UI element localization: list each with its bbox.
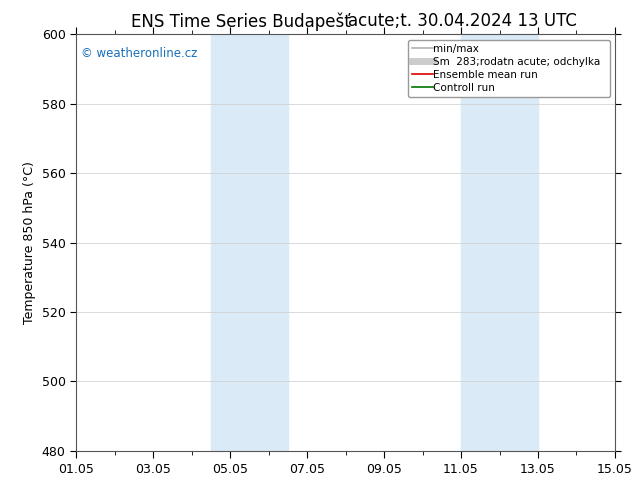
Y-axis label: Temperature 850 hPa (°C): Temperature 850 hPa (°C) [23,161,36,324]
Text: ENS Time Series Budapešť: ENS Time Series Budapešť [131,12,351,31]
Bar [461,34,538,451]
Legend: min/max, Sm  283;rodatn acute; odchylka, Ensemble mean run, Controll run: min/max, Sm 283;rodatn acute; odchylka, … [408,40,610,97]
Text: acute;t. 30.04.2024 13 UTC: acute;t. 30.04.2024 13 UTC [348,12,578,30]
Bar [210,34,288,451]
Text: © weatheronline.cz: © weatheronline.cz [81,47,198,60]
